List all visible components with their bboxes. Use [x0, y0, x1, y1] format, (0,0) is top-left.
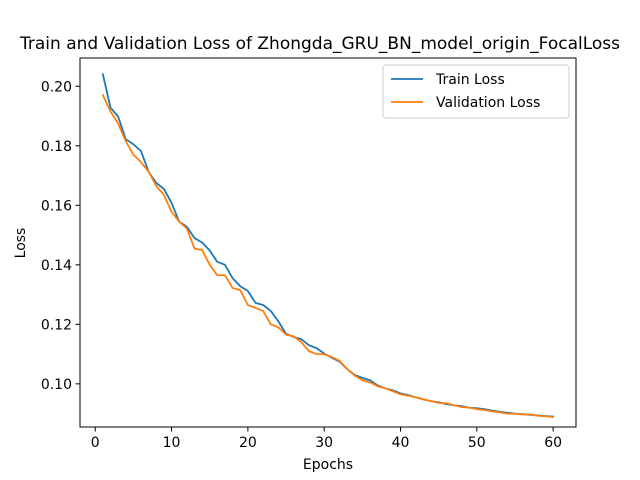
legend-label-validation: Validation Loss: [436, 95, 540, 111]
x-tick-label: 10: [163, 435, 181, 451]
x-tick-label: 20: [239, 435, 257, 451]
y-tick-label: 0.18: [41, 139, 72, 155]
y-tick-label: 0.14: [41, 258, 72, 274]
plot-frame: [79, 57, 577, 428]
tick-layer: 0 10 20 30 40 50 60 0.10 0.12 0.14 0.16 0.18 0.20: [41, 79, 562, 451]
x-axis-label: Epochs: [303, 457, 353, 473]
y-tick-label: 0.20: [41, 79, 72, 95]
y-tick-label: 0.16: [41, 198, 72, 214]
x-tick-label: 50: [468, 435, 486, 451]
series-layer: [101, 73, 555, 419]
x-tick-label: 0: [91, 435, 100, 451]
x-tick-label: 30: [315, 435, 333, 451]
y-tick-label: 0.12: [41, 317, 72, 333]
chart-title: Train and Validation Loss of Zhongda_GRU…: [19, 34, 620, 54]
y-tick-label: 0.10: [41, 377, 72, 393]
x-tick-label: 40: [392, 435, 410, 451]
legend: Train Loss Validation Loss: [382, 64, 570, 119]
validation-loss-line: [101, 94, 555, 419]
legend-box: [382, 64, 570, 119]
y-axis-label: Loss: [13, 228, 29, 259]
train-loss-line: [101, 73, 555, 418]
x-tick-label: 60: [544, 435, 562, 451]
legend-label-train: Train Loss: [435, 72, 505, 88]
